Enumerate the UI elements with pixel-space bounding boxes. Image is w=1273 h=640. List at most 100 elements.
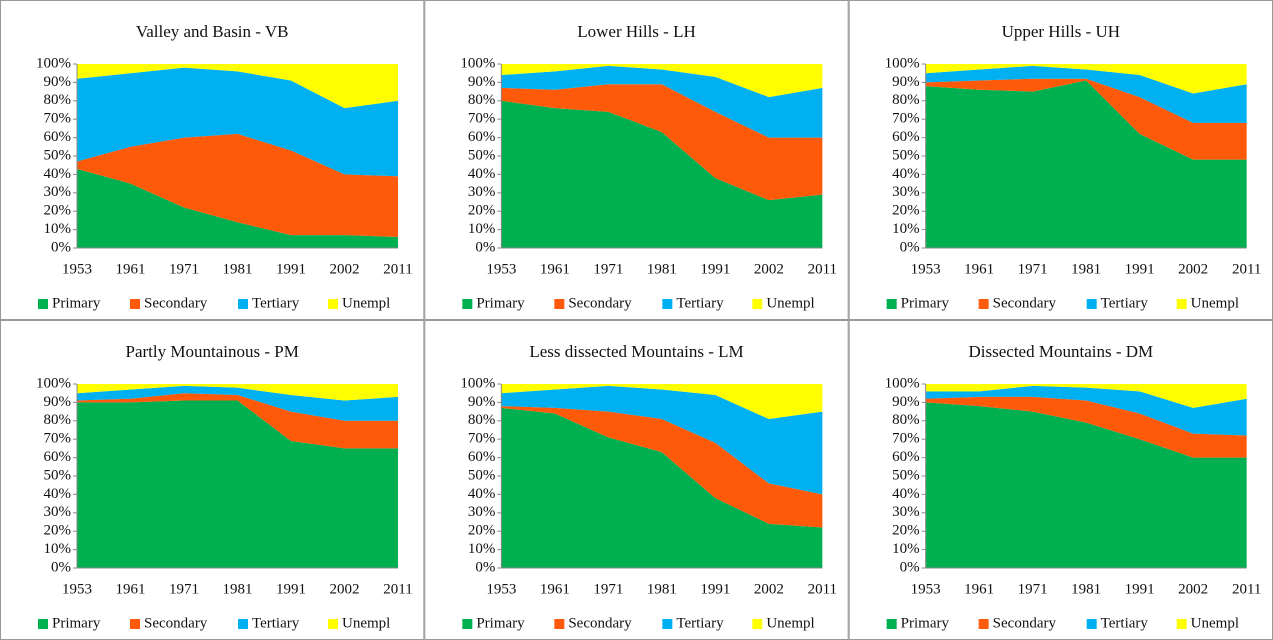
y-tick-label: 50% [44,147,72,163]
x-tick-label: 1971 [593,581,623,597]
x-tick-label: 1981 [647,261,677,277]
legend-label: Primary [52,615,101,631]
y-tick-label: 50% [44,467,72,483]
y-tick-label: 90% [468,74,496,90]
legend-label: Tertiary [676,295,724,311]
y-tick-label: 60% [468,449,496,465]
y-tick-label: 90% [892,394,920,410]
legend-label: Unempl [766,295,814,311]
legend-label: Primary [901,615,950,631]
y-tick-label: 70% [892,111,920,127]
y-tick-label: 20% [468,203,496,219]
y-tick-label: 30% [44,184,72,200]
legend-label: Tertiary [1101,615,1149,631]
chart-title: Lower Hills - LH [577,22,696,41]
area-segment [925,384,1247,408]
y-tick-label: 60% [468,129,496,145]
y-tick-label: 0% [475,239,495,255]
x-tick-label: 1991 [276,261,306,277]
y-tick-label: 50% [468,467,496,483]
y-tick-label: 30% [44,504,72,520]
legend-swatch [462,299,473,309]
y-tick-label: 80% [44,412,72,428]
x-tick-label: 1953 [62,581,92,597]
legend-label: Secondary [568,295,632,311]
area-segment [501,64,823,98]
y-tick-label: 80% [892,412,920,428]
y-tick-label: 10% [44,221,72,237]
chart-title: Upper Hills - UH [1002,22,1121,41]
y-tick-label: 0% [51,559,71,575]
y-tick-label: 0% [900,239,920,255]
legend-swatch [752,619,763,629]
y-tick-label: 80% [468,92,496,108]
legend-swatch [1176,299,1187,309]
legend-label: Tertiary [676,615,724,631]
y-tick-label: 70% [44,111,72,127]
x-tick-label: 2002 [330,261,360,277]
legend-swatch [1086,299,1097,309]
y-tick-label: 10% [468,221,496,237]
y-tick-label: 100% [885,375,920,391]
y-tick-label: 90% [44,394,72,410]
legend-label: Primary [476,615,525,631]
legend-label: Secondary [568,615,632,631]
legend-swatch [1176,619,1187,629]
y-tick-label: 70% [44,431,72,447]
y-tick-label: 10% [892,221,920,237]
area-segment [77,168,398,248]
area-segment [925,78,1247,160]
y-tick-label: 30% [892,184,920,200]
x-tick-label: 2011 [808,261,837,277]
legend-swatch [130,299,140,309]
y-tick-label: 70% [468,431,496,447]
legend-label: Tertiary [252,295,300,311]
chart-title: Dissected Mountains - DM [969,342,1154,361]
x-tick-label: 1991 [1125,261,1155,277]
y-tick-label: 60% [44,449,72,465]
y-tick-label: 30% [468,504,496,520]
area-segment [501,84,823,201]
x-tick-label: 2002 [1178,261,1208,277]
legend-label: Tertiary [1101,295,1149,311]
y-tick-label: 40% [44,166,72,182]
y-tick-label: 50% [892,467,920,483]
y-tick-label: 50% [468,147,496,163]
y-tick-label: 20% [44,523,72,539]
y-tick-label: 10% [44,541,72,557]
legend-swatch [38,299,48,309]
area-segment [77,64,398,109]
x-tick-label: 1991 [276,581,306,597]
area-segment [925,385,1247,436]
y-tick-label: 70% [892,431,920,447]
y-tick-label: 30% [892,504,920,520]
area-segment [501,65,823,138]
y-tick-label: 90% [44,74,72,90]
x-tick-label: 2011 [1232,261,1261,277]
x-tick-label: 2011 [1232,581,1261,597]
x-tick-label: 1971 [1018,581,1048,597]
legend-swatch [130,619,140,629]
x-tick-label: 2011 [808,581,837,597]
legend-swatch [554,619,565,629]
legend-label: Secondary [144,615,208,631]
x-tick-label: 1991 [1125,581,1155,597]
x-tick-label: 1961 [540,581,570,597]
x-tick-label: 1953 [486,261,516,277]
x-tick-label: 1971 [169,581,199,597]
legend-label: Tertiary [252,615,300,631]
x-tick-label: 1981 [1071,581,1101,597]
chart-title: Partly Mountainous - PM [126,342,299,361]
legend-label: Unempl [342,615,390,631]
y-tick-label: 40% [468,486,496,502]
area-segment [501,407,823,568]
chart-title: Valley and Basin - VB [136,22,289,41]
y-tick-label: 80% [468,412,496,428]
y-tick-label: 40% [892,166,920,182]
y-tick-label: 40% [892,486,920,502]
x-tick-label: 2002 [754,261,784,277]
legend-label: Secondary [144,295,208,311]
x-tick-label: 1971 [169,261,199,277]
y-tick-label: 40% [468,166,496,182]
